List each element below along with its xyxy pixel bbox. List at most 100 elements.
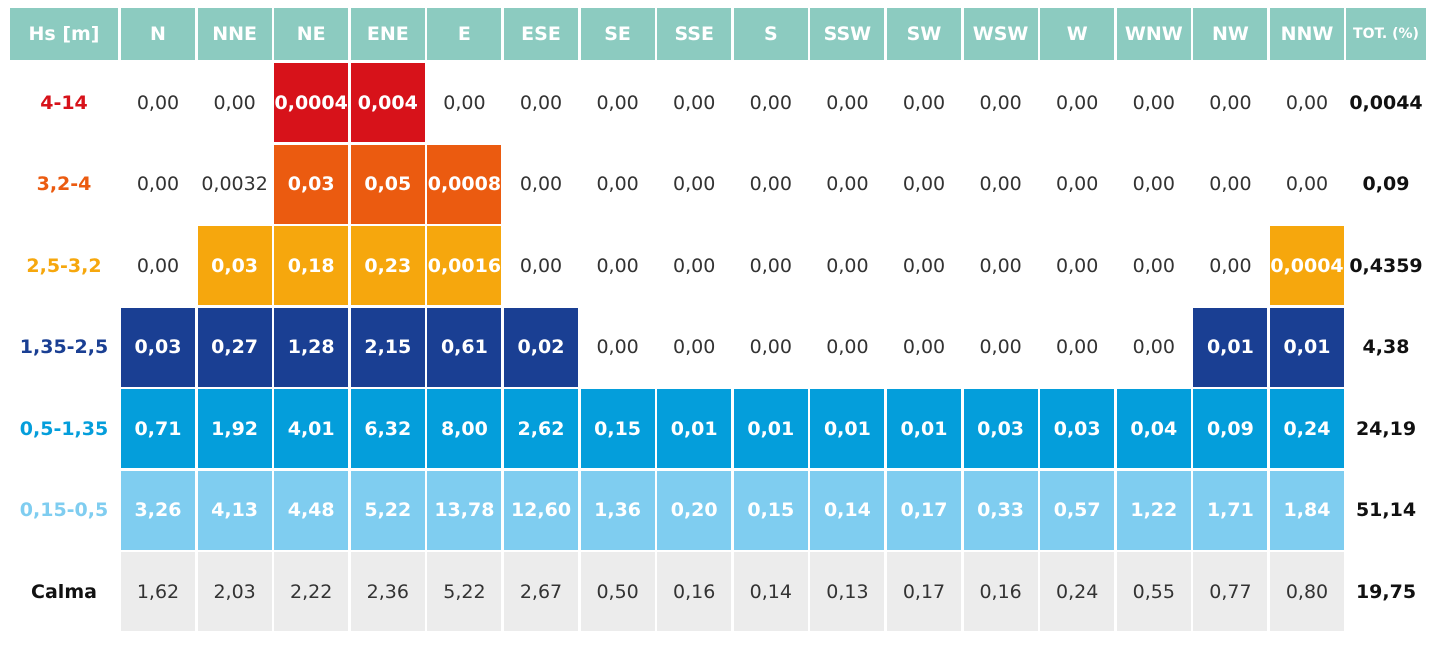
table-cell: 0,00: [902, 254, 946, 277]
column-header-nne: NNE: [197, 8, 272, 60]
table-cell: 0,00: [519, 254, 563, 277]
table-cell: 0,0016: [427, 226, 502, 305]
column-header-se: SE: [580, 8, 655, 60]
table-cell: 0,57: [1040, 470, 1115, 550]
table-cell: 0,15: [733, 470, 808, 550]
table-cell: 0,02: [504, 307, 578, 387]
row-label: Calma: [31, 580, 97, 603]
column-header-sw: SW: [887, 8, 961, 60]
row-total: 51,14: [1355, 499, 1417, 521]
table-cell: 0,00: [673, 254, 716, 277]
row-label: 0,15-0,5: [19, 499, 109, 521]
row-total: 24,19: [1355, 417, 1417, 440]
table-cell: 0,17: [887, 552, 961, 631]
column-header-nw: NW: [1193, 8, 1268, 60]
column-header-n: N: [121, 8, 195, 60]
table-cell: 0,01: [657, 389, 732, 468]
table-cell: 0,17: [887, 470, 961, 550]
table-cell: 0,00: [749, 336, 792, 358]
table-cell: 0,03: [197, 226, 272, 305]
table-cell: 2,15: [350, 307, 425, 387]
table-cell: 0,03: [274, 144, 349, 224]
table-cell: 0,13: [810, 552, 885, 631]
table-cell: 0,00: [136, 254, 180, 277]
column-header-nnw: NNW: [1270, 8, 1344, 60]
row-label: 2,5-3,2: [26, 254, 102, 277]
table-cell: 0,00: [826, 336, 869, 358]
column-header-s: S: [733, 8, 808, 60]
table-cell: 0,24: [1040, 552, 1115, 631]
table-cell: 0,00: [519, 91, 563, 114]
table-cell: 0,00: [1209, 173, 1252, 195]
row-total: 0,09: [1362, 173, 1410, 195]
table-cell: 0,00: [136, 173, 180, 195]
table-cell: 5,22: [350, 470, 425, 550]
table-cell: 0,00: [902, 91, 946, 114]
table-cell: 0,00: [596, 91, 639, 114]
table-cell: 0,01: [810, 389, 885, 468]
table-cell: 4,13: [197, 470, 272, 550]
table-cell: 0,0032: [201, 173, 268, 195]
table-cell: 0,18: [274, 226, 349, 305]
table-cell: 6,32: [350, 389, 425, 468]
row-total: 0,4359: [1349, 254, 1423, 277]
table-cell: 0,0008: [427, 144, 502, 224]
table-cell: 0,00: [902, 336, 946, 358]
table-cell: 0,00: [673, 173, 716, 195]
column-header-w: W: [1040, 8, 1115, 60]
table-cell: 5,22: [427, 552, 502, 631]
table-cell: 0,00: [979, 336, 1022, 358]
table-cell: 0,00: [1209, 254, 1252, 277]
table-cell: 0,00: [1056, 91, 1099, 114]
table-cell: 0,61: [427, 307, 502, 387]
column-header-ne: NE: [274, 8, 349, 60]
column-header-ese: ESE: [504, 8, 578, 60]
table-cell: 8,00: [427, 389, 502, 468]
table-cell: 2,62: [504, 389, 578, 468]
table-cell: 0,14: [733, 552, 808, 631]
table-cell: 0,05: [350, 144, 425, 224]
table-cell: 4,01: [274, 389, 349, 468]
table-cell: 0,01: [1193, 307, 1268, 387]
table-cell: 0,00: [1056, 173, 1099, 195]
table-cell: 1,92: [197, 389, 272, 468]
table-cell: 0,80: [1270, 552, 1344, 631]
table-cell: 0,0004: [1270, 226, 1344, 305]
table-cell: 0,00: [902, 173, 946, 195]
column-header-sse: SSE: [657, 8, 732, 60]
column-header-total: TOT. (%): [1346, 8, 1426, 60]
table-cell: 1,36: [580, 470, 655, 550]
table-cell: 0,01: [733, 389, 808, 468]
column-header-e: E: [427, 8, 502, 60]
table-cell: 0,00: [1132, 173, 1175, 195]
table-cell: 0,00: [826, 173, 869, 195]
table-cell: 0,00: [749, 91, 792, 114]
table-cell: 0,00: [1056, 336, 1099, 358]
table-cell: 0,00: [673, 91, 716, 114]
table-cell: 0,01: [887, 389, 961, 468]
table-cell: 0,00: [1285, 173, 1329, 195]
table-cell: 0,27: [197, 307, 272, 387]
table-cell: 0,00: [596, 336, 639, 358]
table-cell: 0,004: [350, 63, 425, 142]
table-cell: 0,00: [1056, 254, 1099, 277]
row-label: 3,2-4: [36, 173, 92, 195]
table-cell: 0,00: [1132, 91, 1175, 114]
table-cell: 0,00: [826, 254, 869, 277]
table-cell: 2,22: [274, 552, 349, 631]
table-cell: 0,00: [673, 336, 716, 358]
column-header-wnw: WNW: [1116, 8, 1191, 60]
row-label: 0,5-1,35: [19, 417, 109, 440]
table-cell: 2,67: [504, 552, 578, 631]
table-cell: 0,16: [963, 552, 1038, 631]
table-cell: 0,00: [1209, 91, 1252, 114]
table-cell: 0,20: [657, 470, 732, 550]
table-cell: 0,24: [1270, 389, 1344, 468]
table-cell: 0,77: [1193, 552, 1268, 631]
column-header-ssw: SSW: [810, 8, 885, 60]
table-cell: 2,03: [197, 552, 272, 631]
table-cell: 0,15: [580, 389, 655, 468]
table-cell: 0,00: [519, 173, 563, 195]
table-cell: 1,84: [1270, 470, 1344, 550]
